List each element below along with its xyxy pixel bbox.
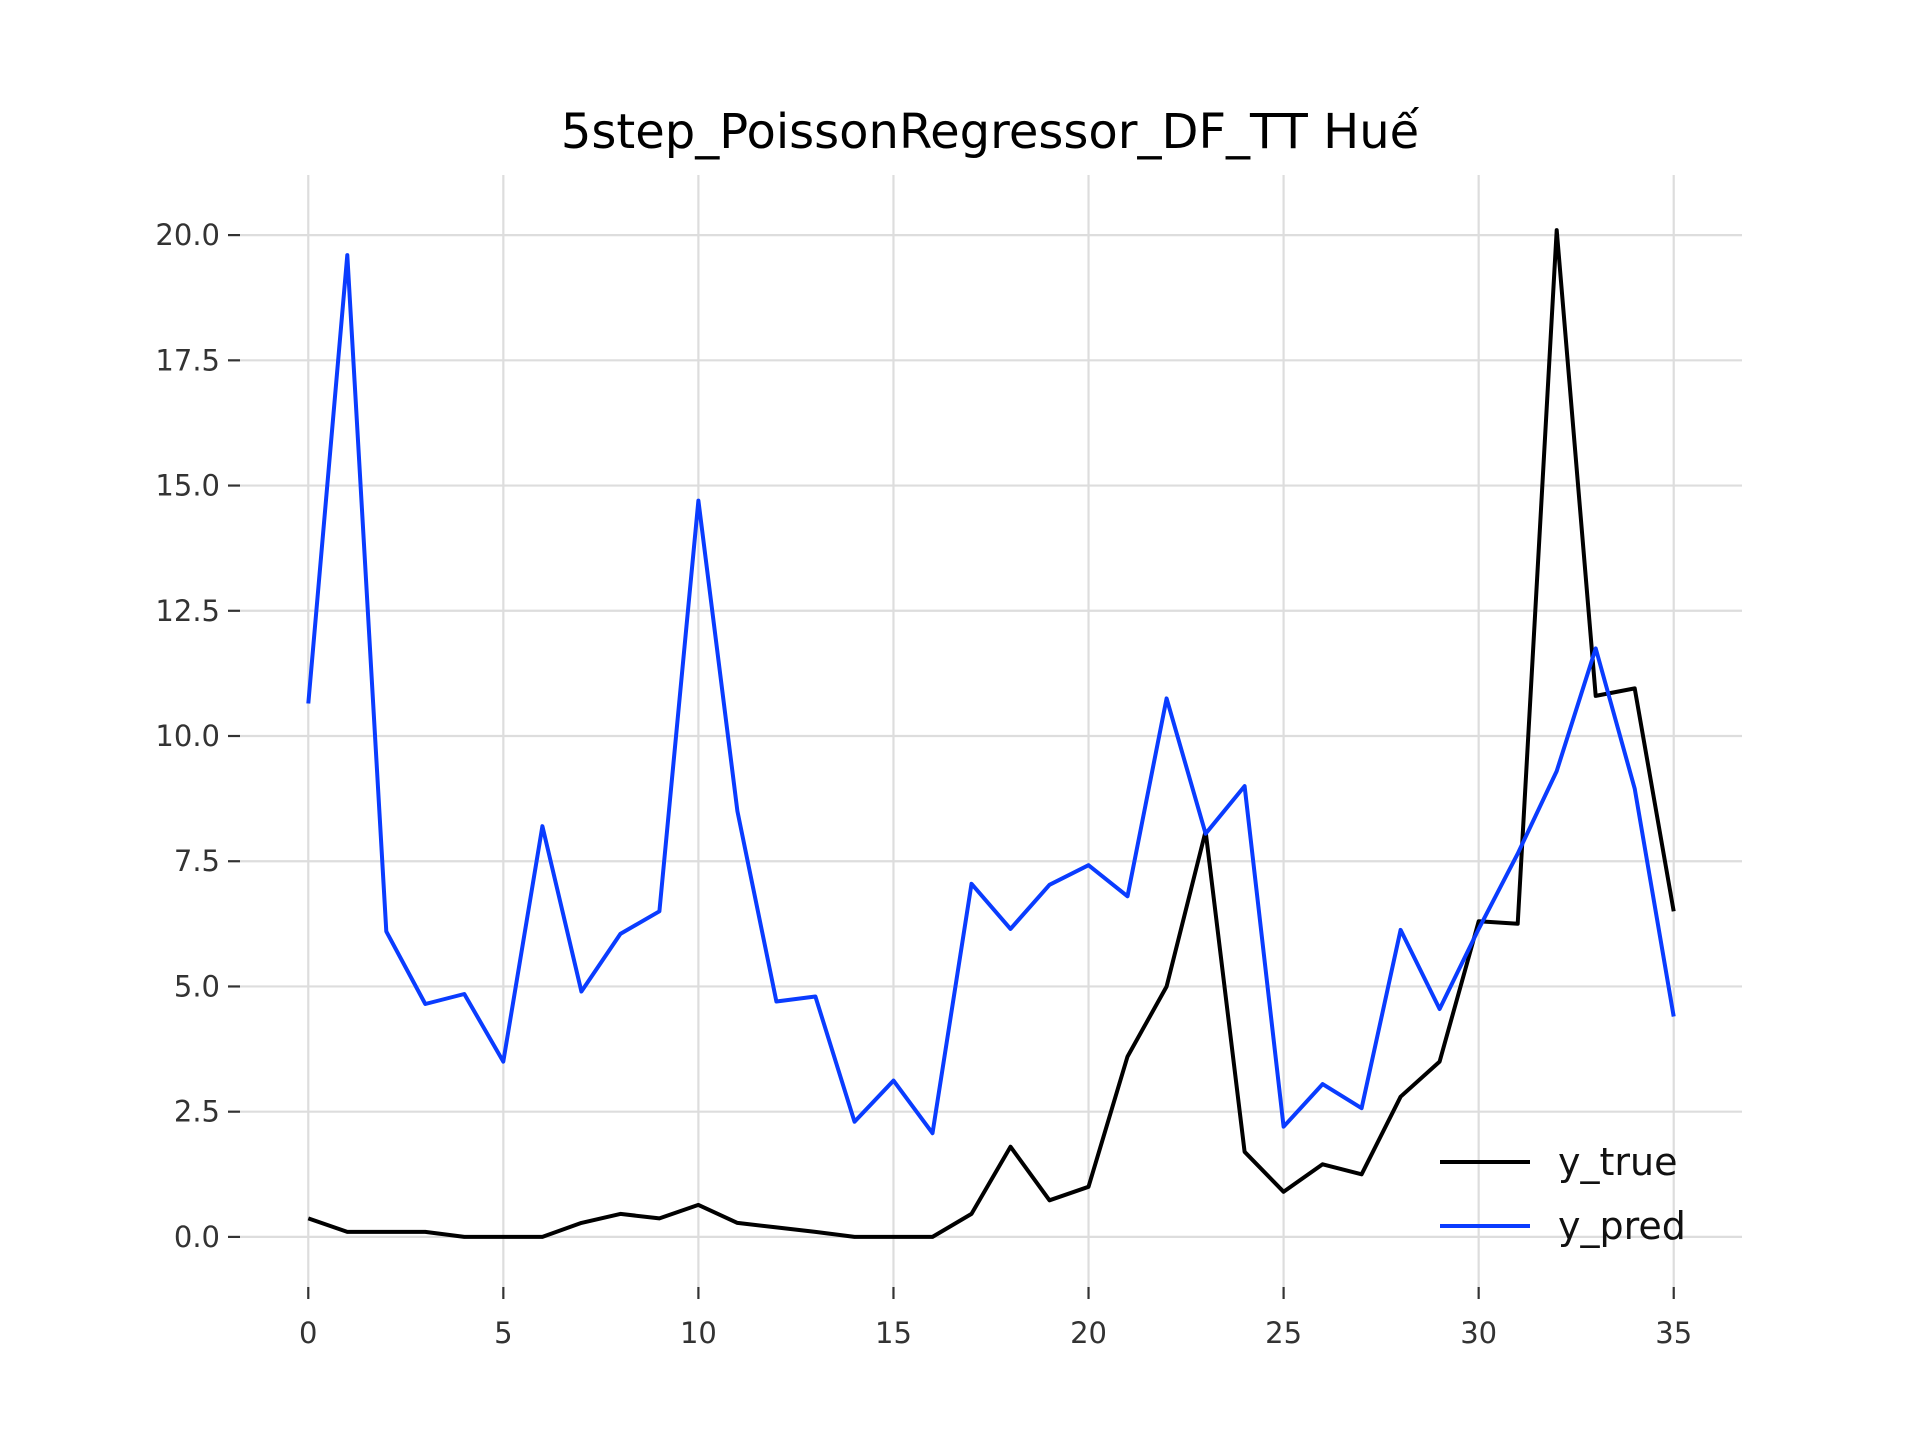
x-tick-label: 0: [299, 1316, 317, 1350]
y-tick-label: 5.0: [174, 969, 220, 1003]
y-tick-label: 12.5: [155, 594, 220, 628]
y-tick-label: 7.5: [174, 844, 220, 878]
y-tick-label: 20.0: [155, 218, 220, 252]
legend: y_true y_pred: [1440, 1140, 1686, 1248]
y-tick-label: 10.0: [155, 719, 220, 753]
y-tick-label: 15.0: [155, 469, 220, 503]
x-tick-label: 35: [1655, 1316, 1692, 1350]
x-tick-label: 15: [875, 1316, 912, 1350]
x-tick-label: 25: [1265, 1316, 1302, 1350]
x-axis: 0 5 10 15 20 25 30 35: [299, 1287, 1692, 1350]
y-tick-label: 2.5: [174, 1095, 220, 1129]
series-line-y-pred: [306, 253, 1676, 1136]
series-group: [306, 228, 1676, 1239]
x-tick-label: 20: [1070, 1316, 1107, 1350]
y-tick-label: 0.0: [174, 1220, 220, 1254]
y-axis: 0.0 2.5 5.0 7.5 10.0 12.5 15.0 17.5 20.0: [155, 218, 240, 1254]
grid: [240, 175, 1742, 1287]
y-tick-label: 17.5: [155, 343, 220, 377]
legend-label-y-pred: y_pred: [1558, 1204, 1686, 1248]
legend-label-y-true: y_true: [1558, 1140, 1677, 1184]
x-tick-label: 10: [680, 1316, 717, 1350]
series-line-y-true: [307, 228, 1676, 1239]
x-tick-label: 5: [494, 1316, 512, 1350]
x-tick-label: 30: [1460, 1316, 1497, 1350]
chart-title: 5step_PoissonRegressor_DF_TT Huế: [561, 104, 1420, 160]
